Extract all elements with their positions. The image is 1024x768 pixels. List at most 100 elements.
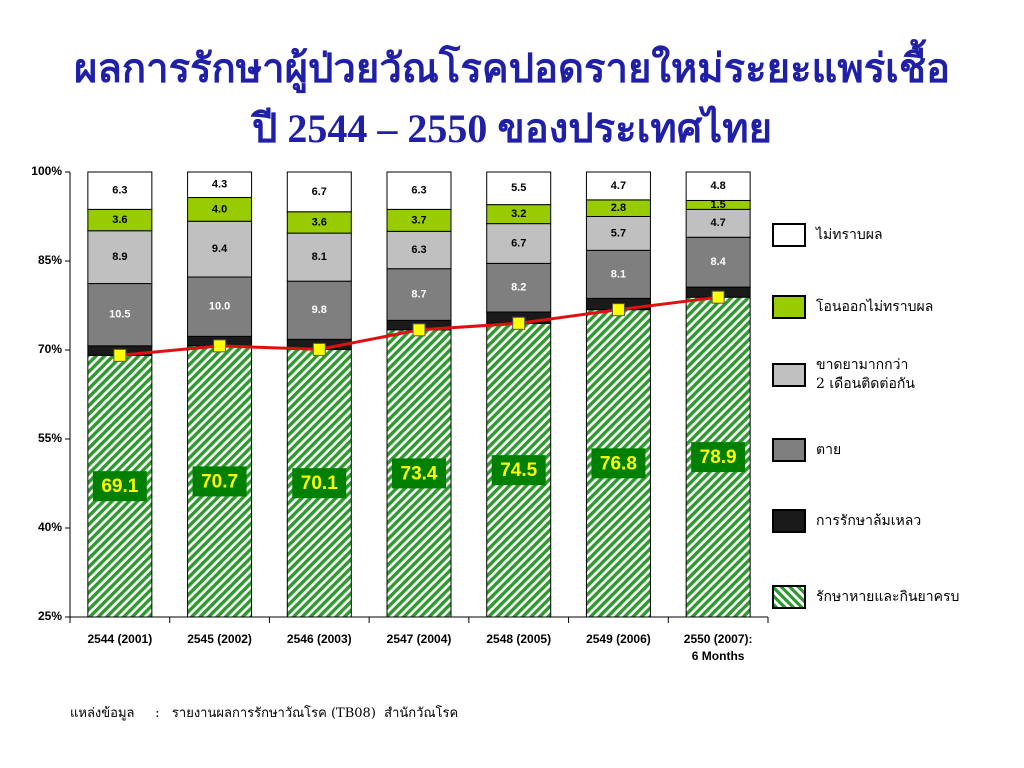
value-label: 4.0 xyxy=(212,203,227,215)
value-label: 3.2 xyxy=(511,208,526,220)
bar-segment xyxy=(585,171,651,201)
value-label: 3.7 xyxy=(411,214,426,226)
trend-marker xyxy=(213,339,227,353)
trend-marker xyxy=(412,323,426,337)
y-tick-label: 25% xyxy=(38,609,62,623)
trend-marker xyxy=(711,290,725,304)
source-note: แหล่งข้อมูล : รายงานผลการรักษาวัณโรค (TB… xyxy=(70,706,459,721)
legend-label: การรักษาล้มเหลว xyxy=(816,512,922,529)
legend-item: การรักษาล้มเหลว xyxy=(772,501,921,541)
value-label: 4.3 xyxy=(212,179,227,191)
bar-segment xyxy=(486,262,552,313)
value-label: 9.8 xyxy=(312,304,327,316)
bar-segment xyxy=(486,171,552,206)
legend-item: ตาย xyxy=(772,430,841,470)
bar-segment xyxy=(187,276,253,337)
y-tick-label: 55% xyxy=(38,431,62,445)
value-label: 3.6 xyxy=(312,216,327,228)
value-label-box xyxy=(92,471,147,502)
value-label: 2.8 xyxy=(611,202,626,214)
value-label: 10.5 xyxy=(109,309,130,321)
x-tick-label: 2545 (2002) xyxy=(187,632,252,646)
bar-segment xyxy=(187,220,253,278)
legend-swatch xyxy=(772,585,806,609)
legend-swatch xyxy=(772,223,806,247)
legend-label: ไม่ทราบผล xyxy=(816,226,883,243)
legend-label: โอนออกไม่ทราบผล xyxy=(816,298,934,315)
trend-marker xyxy=(512,316,526,330)
value-label-box xyxy=(491,455,546,486)
legend-swatch xyxy=(772,363,806,387)
x-tick-label: 2547 (2004) xyxy=(386,632,452,646)
bar-segment xyxy=(386,171,452,210)
value-label: 76.8 xyxy=(600,453,637,474)
bar-segment xyxy=(87,171,153,210)
value-label: 8.4 xyxy=(710,256,726,268)
legend-label: รักษาหายและกินยาครบ xyxy=(816,588,960,605)
value-label-box xyxy=(292,468,347,499)
bar-segment xyxy=(386,268,452,321)
value-label: 4.7 xyxy=(710,217,725,229)
x-tick-label: 2548 (2005) xyxy=(486,632,552,646)
bar-segment xyxy=(87,230,153,285)
value-label: 69.1 xyxy=(101,476,138,497)
value-label: 5.5 xyxy=(511,182,526,194)
value-label: 9.4 xyxy=(212,243,228,255)
y-tick-label: 70% xyxy=(38,342,62,356)
legend-item: โอนออกไม่ทราบผล xyxy=(772,287,933,327)
trend-marker xyxy=(312,342,326,356)
value-label: 70.7 xyxy=(201,471,238,492)
value-label: 1.5 xyxy=(710,199,725,211)
trend-marker xyxy=(611,303,625,317)
value-label: 3.6 xyxy=(112,214,127,226)
x-tick-label: 2544 (2001) xyxy=(87,632,153,646)
legend-item: รักษาหายและกินยาครบ xyxy=(772,577,959,617)
value-label-box xyxy=(591,448,646,479)
value-label: 10.0 xyxy=(209,301,230,313)
value-label: 8.2 xyxy=(511,282,526,294)
x-tick-label: 2549 (2006) xyxy=(586,632,651,646)
y-tick-label: 40% xyxy=(38,520,62,534)
chart-subtitle: ปี 2544 – 2550 ของประเทศไทย xyxy=(252,106,772,151)
value-label-box xyxy=(192,466,247,497)
value-label: 78.9 xyxy=(700,447,737,468)
bar-segment xyxy=(87,283,153,347)
value-label: 6.3 xyxy=(112,185,127,197)
value-label: 8.7 xyxy=(411,288,426,300)
value-label: 5.7 xyxy=(611,227,626,239)
x-tick-label: 2550 (2007): 6 Months xyxy=(683,632,753,663)
value-label: 8.1 xyxy=(611,268,626,280)
bar-segment xyxy=(685,208,751,238)
y-tick-label: 100% xyxy=(31,164,62,178)
value-label: 6.7 xyxy=(312,186,327,198)
trend-marker xyxy=(113,348,127,362)
value-label: 70.1 xyxy=(301,473,338,494)
value-label: 6.3 xyxy=(411,244,426,256)
value-label-box xyxy=(392,458,446,489)
bar-segment xyxy=(286,280,352,340)
bar-segment xyxy=(685,171,751,201)
value-label: 74.5 xyxy=(500,460,537,481)
legend-swatch xyxy=(772,438,806,462)
bar-segment xyxy=(187,171,253,199)
value-label: 8.1 xyxy=(312,251,327,263)
value-label: 6.7 xyxy=(511,237,526,249)
legend-label: ตาย xyxy=(816,441,842,458)
value-label: 8.9 xyxy=(112,251,127,263)
value-label-box xyxy=(691,442,746,473)
value-label: 73.4 xyxy=(401,463,438,484)
bar-segment xyxy=(585,216,651,251)
value-label: 6.3 xyxy=(411,185,426,197)
chart-title: ผลการรักษาผู้ป่วยวัณโรคปอดรายใหม่ระยะแพร… xyxy=(73,46,951,91)
legend-item: ไม่ทราบผล xyxy=(772,215,883,255)
y-tick-label: 85% xyxy=(38,253,62,267)
bar-segment xyxy=(685,236,751,288)
legend-item: ขาดยามากกว่า 2 เดือนติดต่อกัน xyxy=(772,355,915,395)
legend-swatch xyxy=(772,295,806,319)
x-tick-label: 2546 (2003) xyxy=(286,632,352,646)
value-label: 4.8 xyxy=(710,180,725,192)
value-label: 4.7 xyxy=(611,180,626,192)
legend-swatch xyxy=(772,509,806,533)
